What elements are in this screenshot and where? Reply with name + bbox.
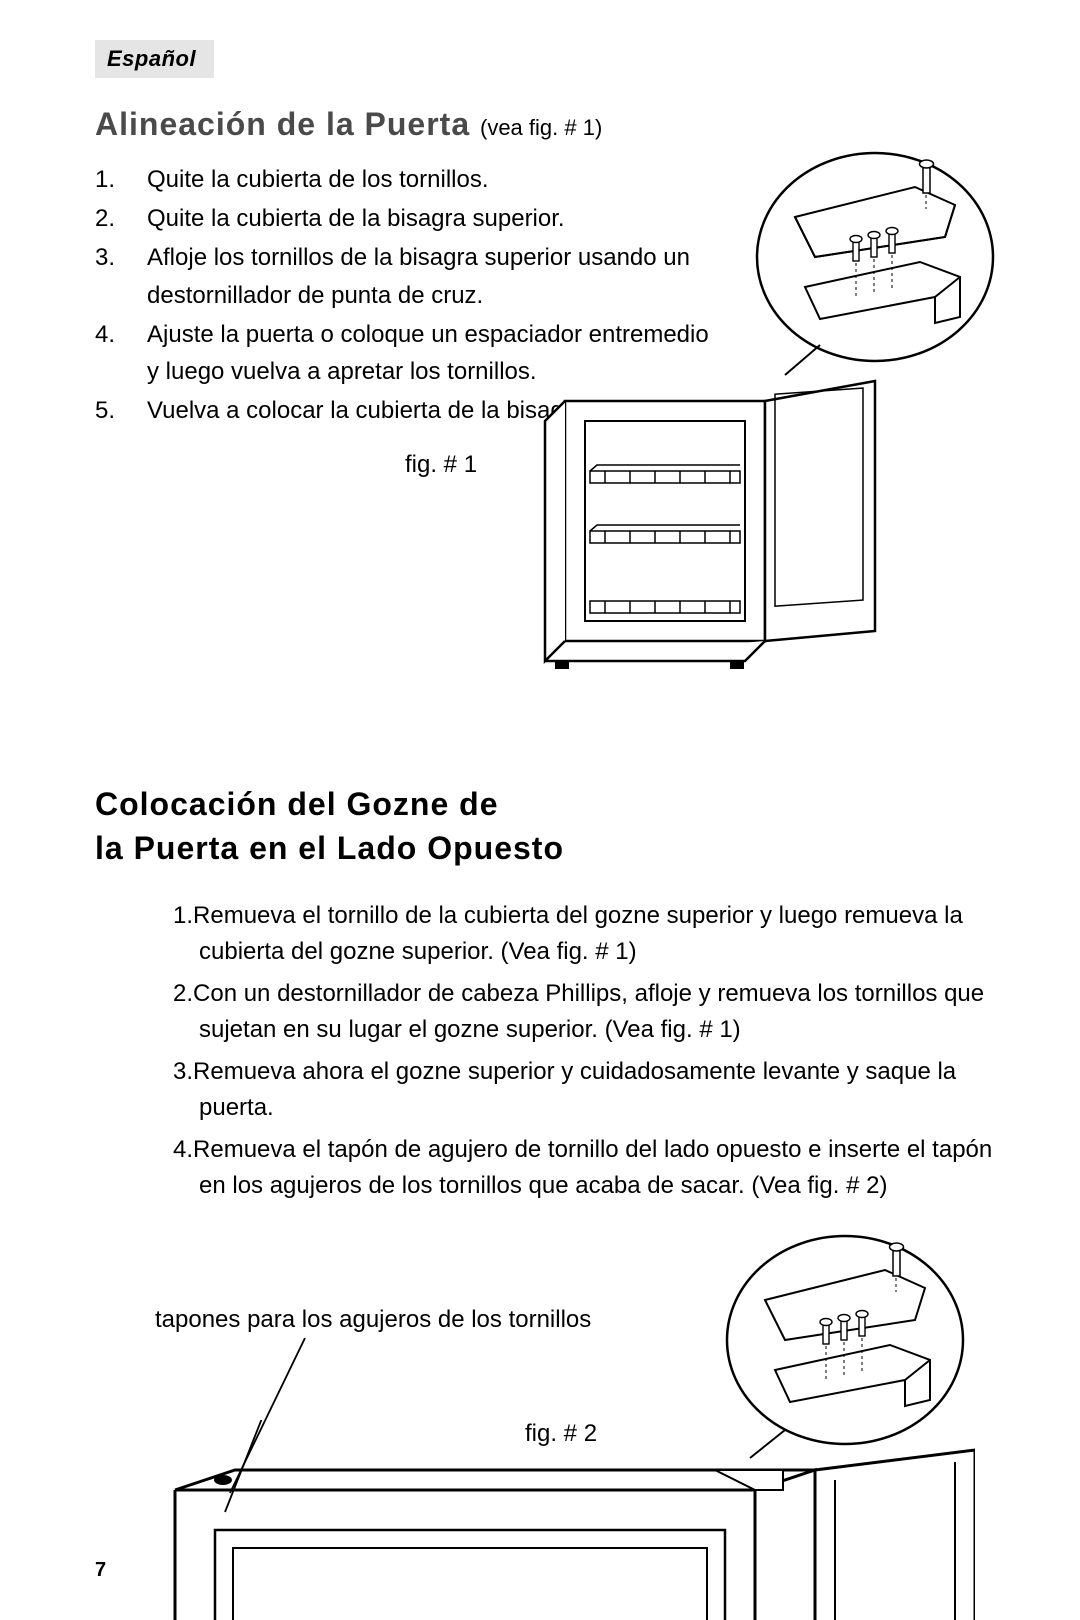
step-text: Afloje los tornillos de la bisagra super… [147, 244, 690, 308]
list-item: 3.Afloje los tornillos de la bisagra sup… [121, 239, 715, 313]
list-item: 2.Quite la cubierta de la bisagra superi… [121, 200, 715, 237]
section2-title: Colocación del Gozne de la Puerta en el … [95, 783, 995, 869]
step-text: Remueva el tapón de agujero de tornillo … [193, 1136, 992, 1199]
language-badge: Español [95, 40, 214, 78]
list-item: 1.Quite la cubierta de los tornillos. [121, 161, 715, 198]
section1-title-text: Alineación de la Puerta [95, 106, 470, 142]
step-text: Quite la cubierta de la bisagra superior… [147, 205, 565, 232]
step-text: Con un destornillador de cabeza Phillips… [193, 980, 984, 1043]
fig1-hinge-detail-icon [745, 147, 1005, 377]
section1-title-ref: (vea fig. # 1) [480, 115, 602, 140]
step-text: Remueva ahora el gozne superior y cuidad… [193, 1058, 956, 1121]
fig2-area: tapones para los agujeros de los tornill… [95, 1230, 995, 1610]
list-item: 1.Remueva el tornillo de la cubierta del… [173, 898, 995, 970]
step-text: Remueva el tornillo de la cubierta del g… [193, 902, 963, 965]
page-number: 7 [95, 1559, 106, 1582]
section1-title: Alineación de la Puerta (vea fig. # 1) [95, 106, 995, 143]
fig2-caption: tapones para los agujeros de los tornill… [155, 1306, 591, 1334]
list-item: 4.Remueva el tapón de agujero de tornill… [173, 1132, 995, 1204]
step-text: Quite la cubierta de los tornillos. [147, 166, 489, 193]
fig1-label: fig. # 1 [405, 451, 477, 479]
list-item: 2.Con un destornillador de cabeza Philli… [173, 976, 995, 1048]
list-item: 3.Remueva ahora el gozne superior y cuid… [173, 1054, 995, 1126]
section2-title-line2: la Puerta en el Lado Opuesto [95, 830, 564, 866]
manual-page: Español Alineación de la Puerta (vea fig… [0, 0, 1080, 1618]
section2-title-line1: Colocación del Gozne de [95, 786, 499, 822]
section2-steps: 1.Remueva el tornillo de la cubierta del… [95, 898, 995, 1204]
fig2-leader-line [225, 1338, 345, 1498]
fig1-fridge-icon [535, 371, 895, 671]
